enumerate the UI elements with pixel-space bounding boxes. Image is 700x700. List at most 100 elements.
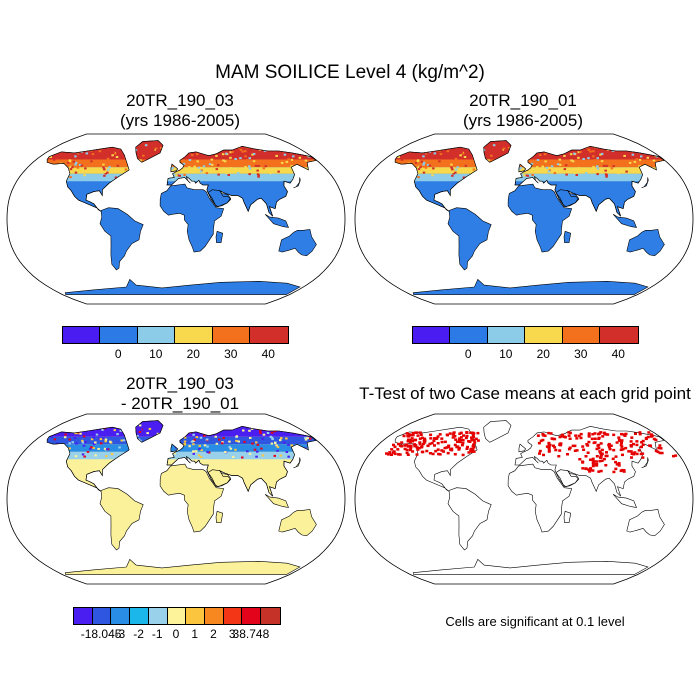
field-cell [241, 456, 244, 459]
field-cell [84, 167, 87, 170]
field-cell [154, 148, 157, 151]
field-cell [109, 440, 112, 443]
significant-cell [617, 436, 621, 439]
field-cell [164, 453, 167, 456]
field-cell [171, 161, 174, 164]
field-cell [287, 156, 291, 159]
coastline-greenland [135, 420, 164, 443]
field-cell [235, 435, 239, 438]
field-cell [587, 148, 591, 151]
field-cell [195, 146, 199, 149]
significant-cell [390, 448, 394, 451]
significant-cell [538, 449, 542, 453]
colorbar-difference-ticks: -18.045 -3 -2 -1 0 1 2 3 38.748 [73, 627, 279, 643]
significant-cell [571, 444, 575, 448]
significant-cell [419, 433, 423, 436]
field-cell [87, 425, 90, 428]
field-cell [192, 452, 195, 455]
field-cell [252, 423, 255, 426]
field-cell [239, 148, 243, 151]
map-content [44, 140, 317, 295]
significant-cell [423, 441, 427, 444]
field-cell [183, 440, 187, 443]
field-cell [248, 157, 251, 160]
significant-cell [472, 435, 475, 439]
field-cell [139, 159, 142, 162]
field-cell [121, 175, 124, 178]
field-cell [49, 455, 53, 458]
colorbar-difference [73, 607, 281, 625]
significant-cell [417, 446, 421, 450]
significant-cell [654, 449, 658, 453]
significant-cell [386, 453, 390, 456]
field-cell [590, 143, 594, 146]
field-cell [89, 447, 92, 450]
field-cell [605, 164, 608, 167]
field-cell [44, 166, 47, 168]
significant-cell [597, 443, 601, 447]
field-cell [304, 171, 307, 173]
significant-cell [604, 464, 608, 467]
significant-cell [418, 441, 422, 444]
significant-cell [584, 467, 588, 471]
significant-cell [622, 433, 626, 436]
field-cell [426, 152, 429, 155]
field-cell [86, 450, 90, 453]
field-cell [424, 145, 427, 148]
field-cell [232, 174, 236, 177]
significant-cell [593, 432, 597, 435]
field-cell [129, 175, 132, 178]
field-cell [251, 442, 254, 445]
field-cell [517, 144, 521, 147]
field-cell [289, 147, 292, 149]
significant-cell [629, 440, 633, 443]
field-cell [559, 163, 562, 166]
field-cell [156, 149, 159, 152]
field-cell [592, 165, 595, 168]
field-cell [310, 175, 314, 178]
field-cell [216, 164, 220, 167]
field-cell [484, 170, 487, 172]
field-cell [420, 171, 424, 174]
field-cell [521, 152, 524, 155]
field-cell [579, 151, 582, 153]
field-cell [454, 168, 458, 171]
field-cell [528, 150, 532, 153]
field-cell [192, 433, 195, 436]
field-cell [138, 424, 142, 427]
field-cell [117, 423, 120, 426]
field-cell [420, 157, 423, 159]
field-cell [553, 172, 557, 175]
field-cell [231, 151, 234, 153]
field-cell [237, 424, 241, 427]
significant-cell [617, 464, 621, 467]
significant-cell [385, 452, 388, 455]
field-cell [154, 445, 157, 448]
continent-japan [641, 177, 649, 189]
field-cell [139, 163, 143, 166]
significant-cell [406, 453, 410, 456]
field-cell [230, 426, 233, 429]
field-cell [550, 165, 554, 168]
significant-cell [597, 432, 600, 436]
colorbar-tick-label: 10 [149, 347, 163, 361]
field-cell [422, 155, 425, 158]
field-cell [111, 154, 114, 157]
field-cell [182, 430, 186, 433]
field-cell [246, 450, 249, 453]
significant-cell [415, 431, 419, 434]
significant-cell [405, 432, 409, 435]
significant-cell [458, 432, 462, 435]
field-cell [219, 145, 223, 148]
field-cell [102, 437, 105, 440]
field-cell [293, 150, 297, 153]
significant-cell [615, 441, 619, 444]
field-cell [229, 156, 232, 159]
continent-africa [159, 463, 225, 533]
field-cell [649, 156, 652, 159]
field-cell [81, 441, 85, 444]
field-cell [79, 176, 82, 179]
significant-cell [545, 445, 549, 448]
significant-cell [660, 451, 664, 455]
field-cell [279, 454, 283, 457]
